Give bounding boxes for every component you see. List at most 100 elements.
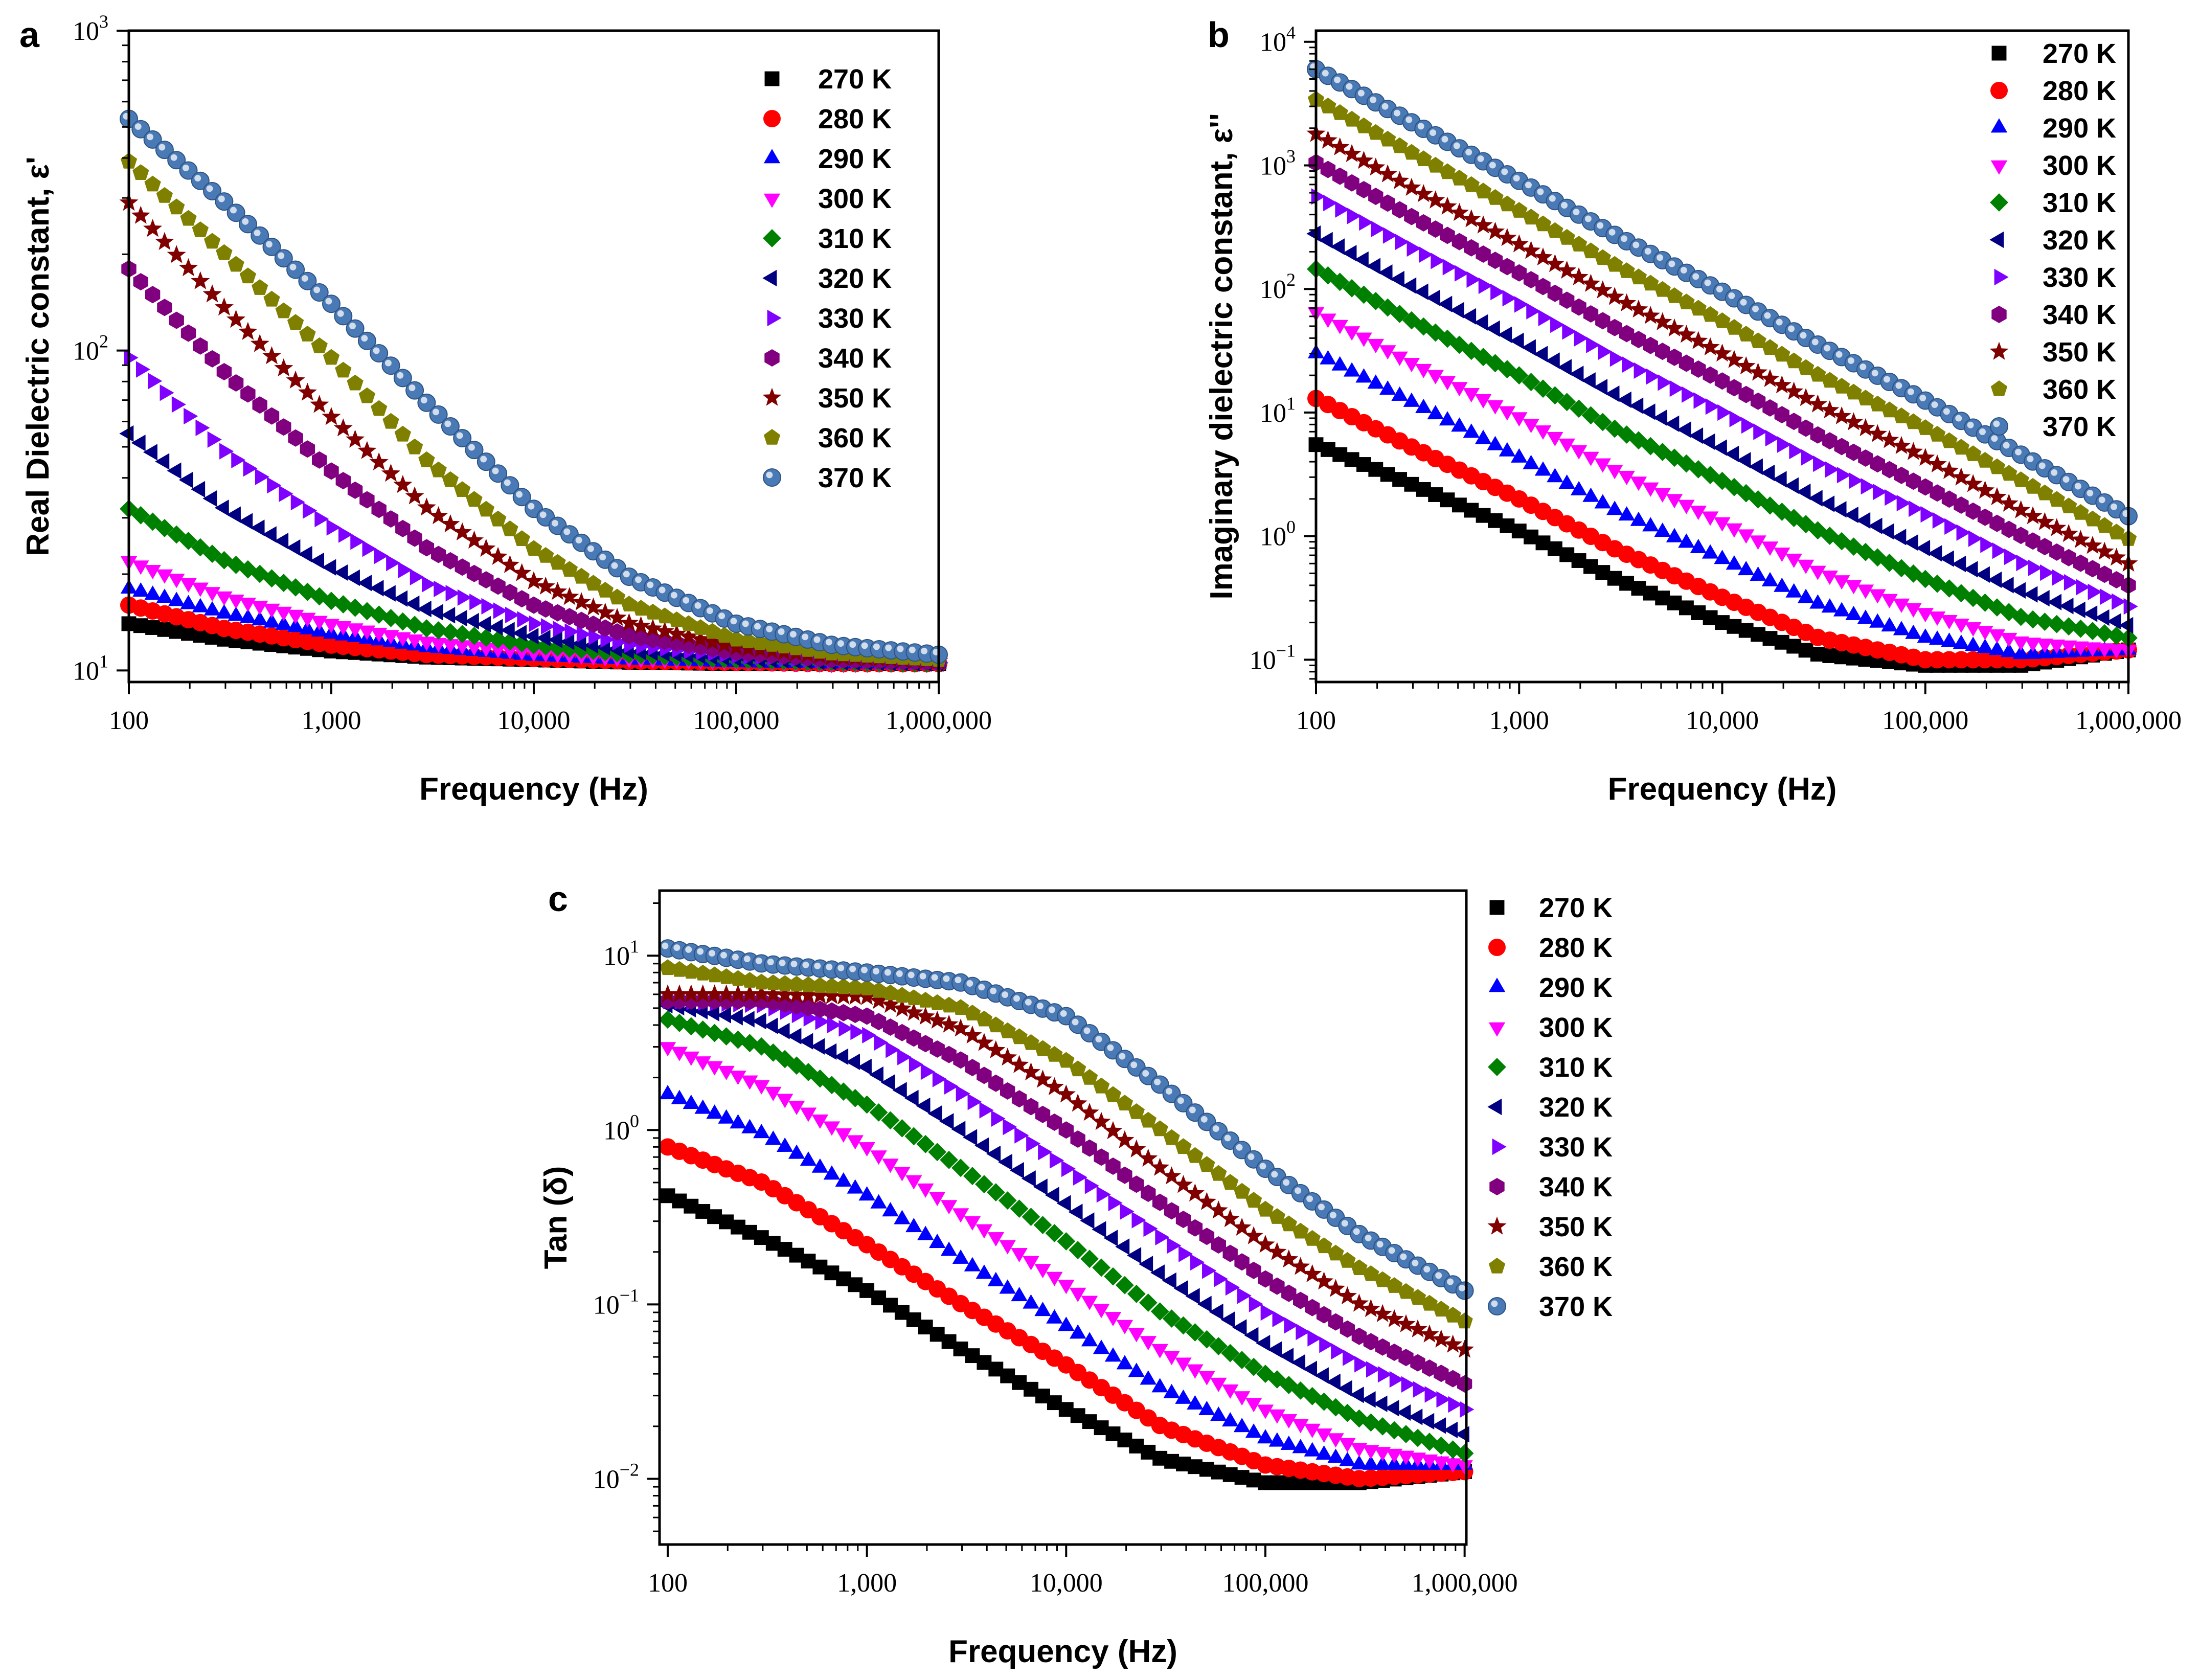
data-point [2024, 478, 2042, 494]
triangle-down-marker [1511, 412, 1528, 427]
triangle-up-marker [1714, 550, 1731, 564]
sphere-highlight [1119, 1053, 1126, 1060]
data-point [1881, 617, 1898, 632]
triangle-down-marker [1642, 482, 1659, 497]
data-point [1320, 161, 1336, 178]
data-point [1905, 624, 1922, 639]
panel-letter: b [1208, 15, 1230, 55]
legend-item: 280 K [763, 104, 892, 134]
data-point [1940, 651, 1958, 669]
triangle-left-marker [1581, 372, 1596, 389]
data-point [243, 460, 258, 477]
diamond-marker [441, 623, 460, 642]
data-point [1354, 251, 1369, 268]
triangle-left-marker [1689, 427, 1704, 444]
data-point [131, 206, 150, 224]
y-tick-base: 10 [73, 337, 99, 366]
sphere-highlight [1083, 1027, 1091, 1034]
triangle-right-marker [588, 628, 603, 645]
triangle-left-marker [1916, 539, 1931, 557]
triangle-right-marker [576, 626, 591, 643]
data-point [1868, 517, 1883, 534]
data-point [1571, 298, 1586, 316]
star-marker [691, 629, 710, 648]
sphere-highlight [697, 948, 704, 955]
data-point [1856, 512, 1871, 529]
data-point [1391, 386, 1408, 401]
y-tick-exponent: 0 [1286, 517, 1296, 537]
sphere-highlight [685, 946, 692, 953]
triangle-down-marker [180, 578, 197, 593]
triangle-right-marker [1562, 323, 1577, 340]
triangle-right-marker [195, 419, 210, 436]
sphere-highlight [1931, 401, 1938, 408]
data-point [2023, 586, 2038, 603]
data-point [1416, 214, 1431, 232]
legend-item: 290 K [763, 144, 892, 174]
data-point [1342, 245, 1357, 262]
data-point [1667, 348, 1682, 366]
sphere-highlight [373, 347, 380, 354]
sphere-highlight [1955, 415, 1962, 422]
data-point [203, 601, 221, 616]
sphere-highlight [814, 962, 821, 969]
data-point [1498, 326, 1512, 343]
data-point [1861, 478, 1875, 495]
data-point [155, 453, 170, 470]
triangle-right-marker [1574, 330, 1589, 347]
star-marker [619, 613, 639, 631]
data-point [228, 256, 244, 272]
pentagon-marker [287, 314, 304, 330]
sphere-highlight [349, 323, 356, 329]
data-point [1451, 382, 1468, 397]
legend-item: 280 K [1990, 76, 2116, 106]
triangle-right-marker [231, 451, 246, 468]
data-point [621, 627, 637, 645]
triangle-left-marker [1366, 258, 1381, 275]
data-point [1750, 535, 1766, 550]
data-point [2028, 559, 2043, 576]
sphere-highlight [1370, 96, 1377, 103]
data-point [445, 585, 460, 602]
data-point [525, 647, 542, 662]
data-point [1929, 611, 1946, 626]
star-marker [429, 506, 448, 525]
data-point [131, 120, 150, 139]
sphere-highlight [1871, 370, 1878, 377]
star-marker [405, 486, 424, 505]
star-marker [1987, 487, 2007, 506]
triangle-down-marker [1630, 476, 1647, 491]
triangle-down-marker [1391, 351, 1408, 366]
triangle-left-marker [250, 519, 265, 536]
triangle-right-marker [540, 618, 555, 635]
hexagon-marker [1918, 478, 1933, 496]
data-point [1414, 283, 1428, 300]
triangle-right-marker [1968, 530, 1983, 547]
data-point [1533, 247, 1553, 266]
hexagon-marker [1703, 366, 1718, 384]
pentagon-marker [1726, 319, 1743, 335]
data-point [2099, 588, 2114, 605]
pentagon-marker [442, 471, 459, 487]
data-point [441, 607, 456, 624]
data-point [334, 595, 353, 614]
data-point [1909, 500, 1923, 517]
data-point [1511, 412, 1528, 427]
data-point [1534, 425, 1552, 440]
data-point [1953, 439, 1970, 455]
sphere-highlight [516, 491, 523, 498]
sphere-highlight [1632, 241, 1640, 248]
triangle-left-marker [1533, 346, 1548, 362]
sphere-highlight [1728, 292, 1735, 299]
data-point [1785, 352, 1802, 369]
square-marker [764, 71, 780, 86]
data-point [1689, 331, 1708, 349]
triangle-right-marker [1502, 290, 1517, 307]
data-point [1689, 427, 1704, 444]
diamond-marker [429, 621, 448, 640]
data-point [1643, 336, 1658, 354]
triangle-left-marker [1784, 477, 1799, 494]
data-point [299, 326, 316, 342]
triangle-down-marker [1929, 611, 1946, 626]
data-point [1642, 482, 1659, 497]
